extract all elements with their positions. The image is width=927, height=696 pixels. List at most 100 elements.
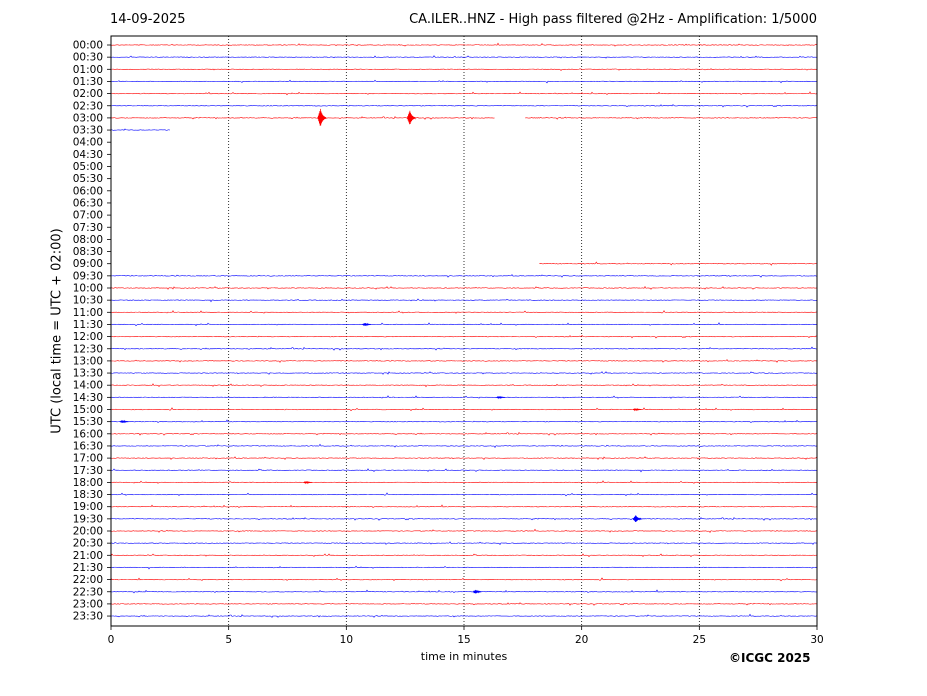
trace-0000	[110, 42, 818, 47]
y-tick-label: 15:00	[73, 404, 103, 416]
y-tick-label: 14:00	[73, 380, 103, 392]
trace-1800	[110, 480, 818, 484]
trace-2130	[110, 565, 818, 570]
y-tick-label: 23:00	[73, 598, 103, 610]
y-tick-label: 05:00	[73, 161, 103, 173]
trace-0130	[110, 79, 818, 84]
chart-title: CA.ILER..HNZ - High pass filtered @2Hz -…	[409, 12, 817, 27]
trace-2300	[110, 602, 818, 606]
seismic-events	[119, 108, 642, 594]
seismic-event	[119, 419, 129, 424]
trace-1300	[110, 359, 818, 363]
copyright-label: ©ICGC 2025	[729, 651, 811, 665]
seismic-event	[632, 407, 642, 412]
y-tick-label: 09:00	[73, 258, 103, 270]
y-tick-label: 13:00	[73, 355, 103, 367]
trace-0230	[110, 104, 818, 108]
y-tick-label: 17:00	[73, 453, 103, 465]
y-tick-label: 08:00	[73, 234, 103, 246]
trace-1330	[110, 371, 818, 375]
trace-1530	[110, 419, 818, 423]
y-tick-label: 20:00	[73, 526, 103, 538]
trace-2100	[110, 553, 818, 558]
y-tick-label: 07:00	[73, 210, 103, 222]
x-tick-label: 15	[457, 634, 470, 646]
x-axis-label: time in minutes	[420, 650, 508, 663]
trace-1900	[110, 504, 818, 508]
y-tick-label: 16:00	[73, 428, 103, 440]
y-tick-label: 00:30	[73, 52, 103, 64]
trace-1130	[110, 322, 818, 327]
trace-2030	[110, 541, 818, 545]
x-tick-label: 5	[225, 634, 232, 646]
y-tick-label: 18:00	[73, 477, 103, 489]
trace-1600	[110, 432, 818, 436]
seismic-event	[496, 395, 506, 400]
trace-lines	[110, 42, 818, 618]
y-tick-label: 03:30	[73, 125, 103, 137]
y-tick-label: 20:30	[73, 538, 103, 550]
y-tick-label: 06:30	[73, 197, 103, 209]
y-tick-label: 11:00	[73, 307, 103, 319]
seismic-event	[472, 589, 482, 594]
x-tick-label: 25	[693, 634, 706, 646]
trace-1230	[110, 346, 818, 351]
y-tick-label: 09:30	[73, 270, 103, 282]
date-label: 14-09-2025	[110, 12, 186, 27]
y-tick-label: 04:00	[73, 137, 103, 149]
y-tick-label: 10:00	[73, 283, 103, 295]
seismic-event	[406, 110, 416, 125]
y-tick-label: 16:30	[73, 440, 103, 452]
trace-0900	[539, 261, 818, 266]
y-tick-label: 15:30	[73, 416, 103, 428]
y-tick-label: 21:00	[73, 550, 103, 562]
y-tick-label: 17:30	[73, 465, 103, 477]
trace-1200	[110, 335, 818, 339]
y-tick-label: 03:00	[73, 112, 103, 124]
y-tick-label: 19:00	[73, 501, 103, 513]
y-tick-label: 12:30	[73, 343, 103, 355]
trace-0100	[110, 68, 818, 72]
trace-2200	[110, 577, 818, 582]
y-tick-label: 06:00	[73, 185, 103, 197]
trace-1630	[110, 443, 818, 448]
y-axis-ticks: 00:0000:3001:0001:3002:0002:3003:0003:30…	[73, 40, 111, 623]
trace-0200	[110, 91, 818, 96]
y-axis-label: UTC (local time = UTC + 02:00)	[49, 228, 65, 434]
trace-2230	[110, 589, 818, 594]
y-tick-label: 21:30	[73, 562, 103, 574]
y-tick-label: 12:00	[73, 331, 103, 343]
trace-2330	[110, 613, 818, 618]
trace-0330	[110, 128, 170, 131]
y-tick-label: 00:00	[73, 40, 103, 52]
seismic-event	[303, 480, 313, 485]
x-tick-label: 30	[810, 634, 823, 646]
trace-1030	[110, 298, 818, 303]
seismic-event	[362, 322, 371, 327]
y-tick-label: 08:30	[73, 246, 103, 258]
seismic-event	[317, 108, 327, 126]
y-tick-label: 02:00	[73, 88, 103, 100]
trace-1000	[110, 286, 818, 290]
y-tick-label: 22:00	[73, 574, 103, 586]
seismic-event	[632, 515, 642, 523]
trace-0300	[110, 116, 495, 120]
grid-lines	[228, 36, 700, 626]
trace-2000	[110, 528, 818, 534]
trace-1930	[110, 517, 818, 521]
y-tick-label: 01:30	[73, 76, 103, 88]
trace-1400	[110, 383, 818, 388]
y-tick-label: 11:30	[73, 319, 103, 331]
y-tick-label: 04:30	[73, 149, 103, 161]
y-tick-label: 18:30	[73, 489, 103, 501]
trace-0300	[525, 116, 818, 120]
trace-1500	[110, 407, 818, 412]
x-tick-label: 10	[340, 634, 353, 646]
y-tick-label: 14:30	[73, 392, 103, 404]
plot-frame	[110, 35, 818, 627]
trace-1830	[110, 492, 818, 497]
trace-1730	[110, 468, 818, 473]
y-tick-label: 22:30	[73, 586, 103, 598]
y-tick-label: 01:00	[73, 64, 103, 76]
